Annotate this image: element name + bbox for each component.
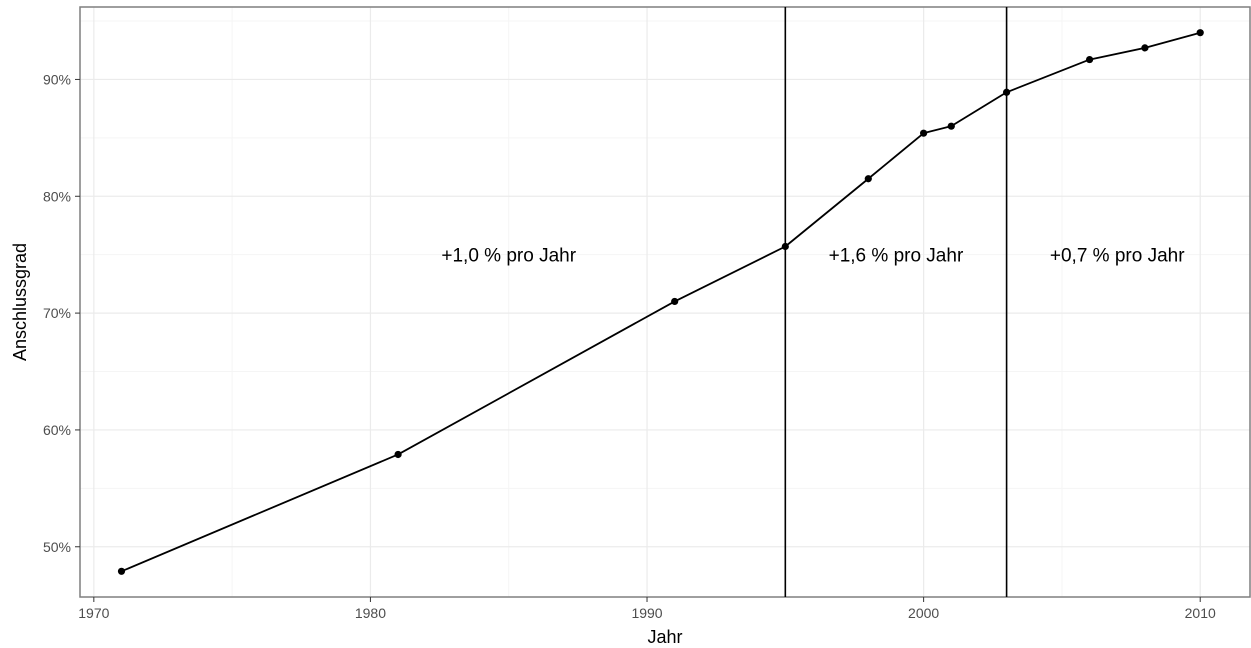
data-point — [1196, 29, 1204, 37]
x-tick-label: 1990 — [631, 605, 662, 621]
data-point — [1141, 44, 1149, 52]
series-layer — [117, 29, 1204, 575]
major-grid — [80, 7, 1250, 597]
x-tick-label: 1980 — [355, 605, 386, 621]
period-divider-lines — [784, 7, 1008, 597]
data-point — [117, 567, 126, 575]
annotation-label: +0,7 % pro Jahr — [1050, 246, 1185, 267]
x-axis-title: Jahr — [647, 627, 682, 647]
data-point — [947, 122, 955, 130]
x-tick-label: 2010 — [1185, 605, 1216, 621]
y-tick-label: 90% — [43, 71, 71, 87]
x-tick-label: 2000 — [908, 605, 939, 621]
annotation-label: +1,6 % pro Jahr — [829, 246, 964, 267]
y-tick-label: 70% — [43, 305, 71, 321]
data-point — [671, 297, 679, 306]
data-point — [1002, 88, 1011, 96]
y-axis-title: Anschlussgrad — [10, 243, 30, 361]
data-point — [1085, 55, 1094, 64]
y-tick-label: 50% — [43, 539, 71, 555]
x-axis: 1970 1980 1990 2000 2010 — [78, 597, 1216, 621]
annotation-label: +1,0 % pro Jahr — [441, 246, 576, 267]
data-point — [864, 175, 872, 183]
y-tick-label: 80% — [43, 188, 71, 204]
data-point — [920, 129, 928, 137]
data-point — [781, 242, 789, 251]
annotations: +1,0 % pro Jahr +1,6 % pro Jahr +0,7 % pro… — [441, 246, 1185, 267]
data-point — [394, 450, 402, 459]
series-line — [121, 31, 1201, 573]
y-axis: 50% 60% 70% 80% 90% — [43, 71, 80, 555]
minor-grid — [80, 7, 1250, 597]
x-tick-label: 1970 — [78, 605, 109, 621]
plot-panel-border — [79, 6, 1251, 598]
y-tick-label: 60% — [43, 422, 71, 438]
